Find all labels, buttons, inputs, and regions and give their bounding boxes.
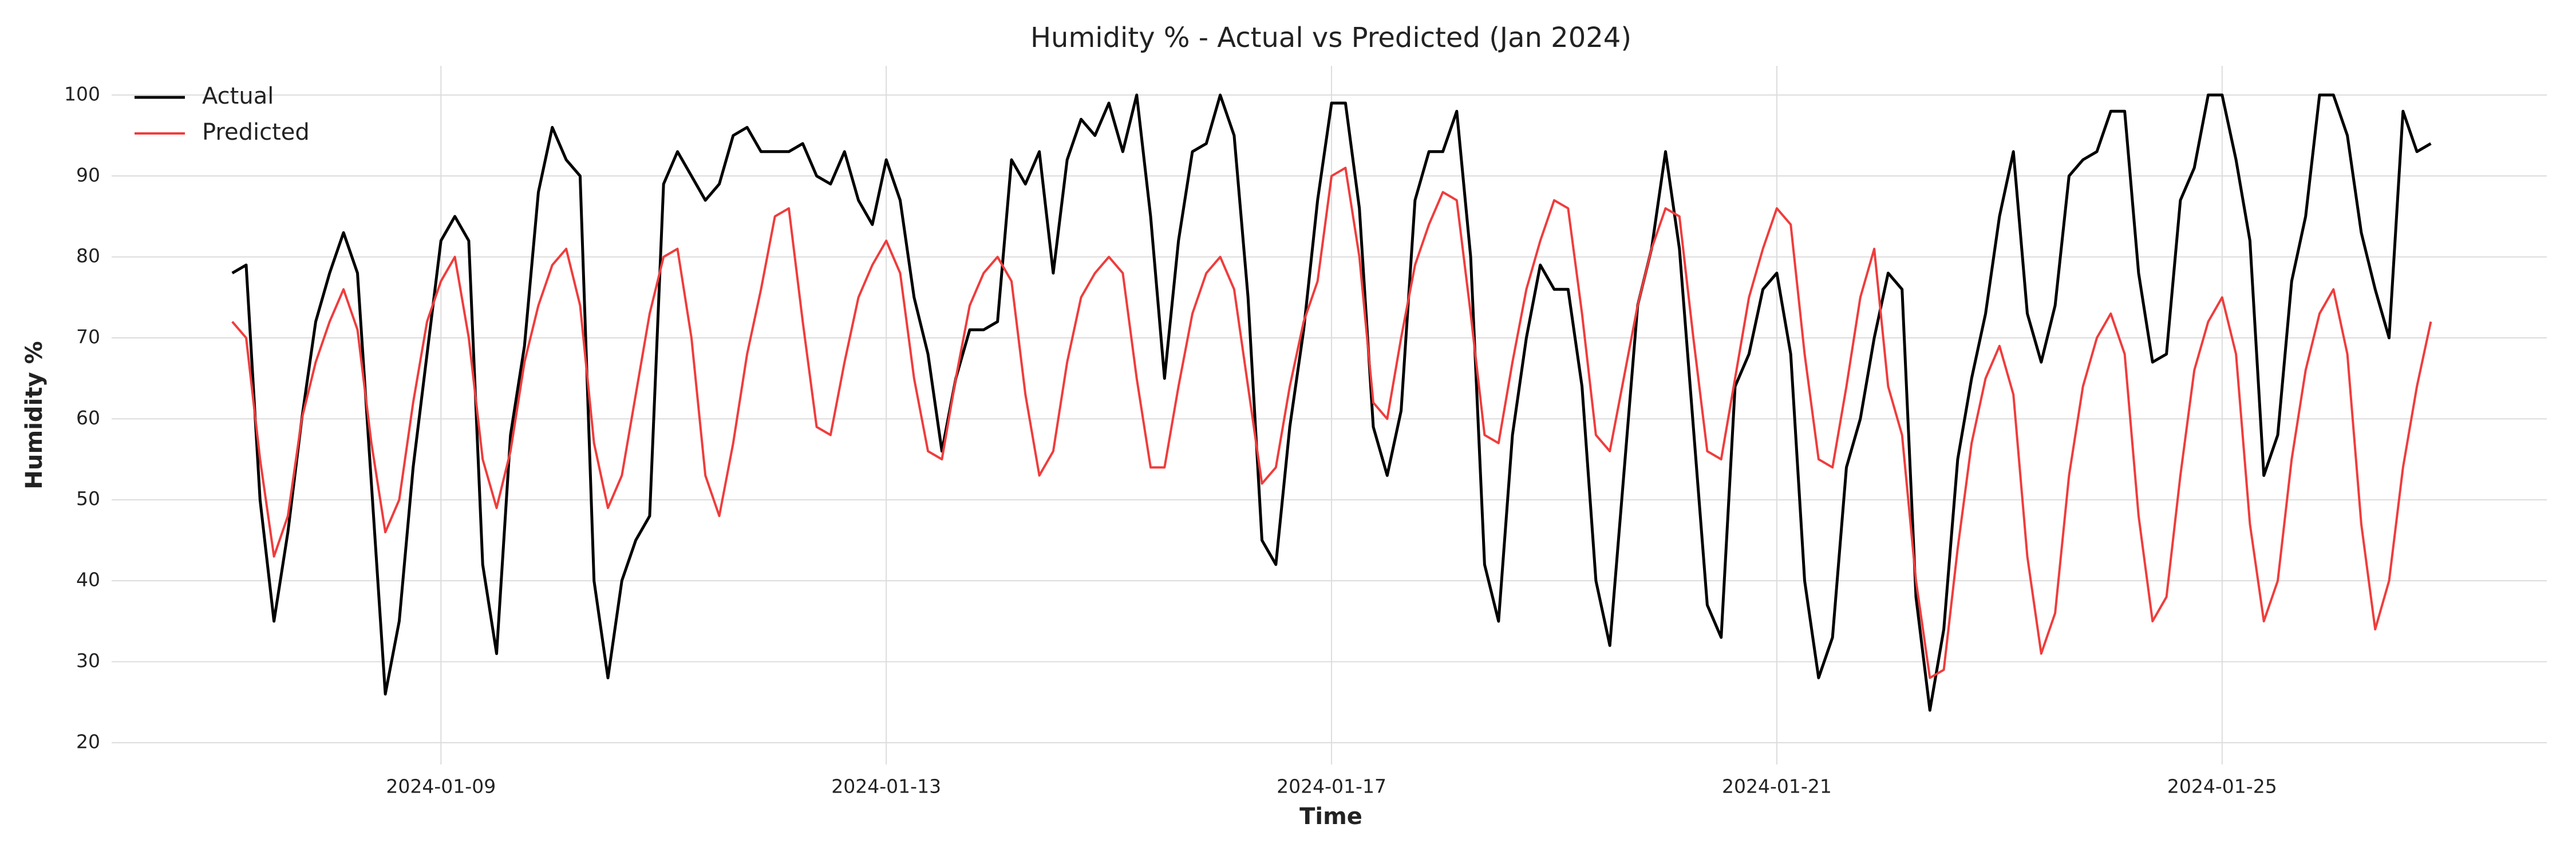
- x-tick-label: 2024-01-25: [2167, 775, 2277, 798]
- y-tick-label: 100: [64, 82, 100, 105]
- x-tick-label: 2024-01-17: [1277, 775, 1386, 798]
- x-axis-label: Time: [1299, 803, 1362, 830]
- legend-label: Actual: [202, 83, 274, 109]
- y-tick-label: 30: [76, 649, 100, 672]
- x-tick-label: 2024-01-21: [1722, 775, 1832, 798]
- series-line: [231, 167, 2432, 679]
- y-tick-label: 80: [76, 245, 100, 267]
- chart-title: Humidity % - Actual vs Predicted (Jan 20…: [1030, 22, 1631, 54]
- y-tick-label: 60: [76, 407, 100, 429]
- x-tick-label: 2024-01-13: [831, 775, 941, 798]
- x-tick-label: 2024-01-09: [386, 775, 496, 798]
- y-tick-label: 20: [76, 730, 100, 752]
- y-tick-label: 50: [76, 487, 100, 510]
- y-tick-label: 70: [76, 325, 100, 348]
- y-tick-label: 40: [76, 569, 100, 591]
- y-tick-label: 90: [76, 164, 100, 186]
- y-axis-label: Humidity %: [21, 341, 48, 490]
- series-line: [231, 93, 2432, 712]
- legend-label: Predicted: [202, 119, 310, 145]
